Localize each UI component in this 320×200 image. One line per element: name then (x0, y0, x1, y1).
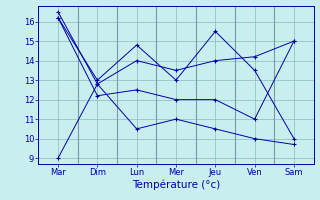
X-axis label: Température (°c): Température (°c) (132, 180, 220, 190)
